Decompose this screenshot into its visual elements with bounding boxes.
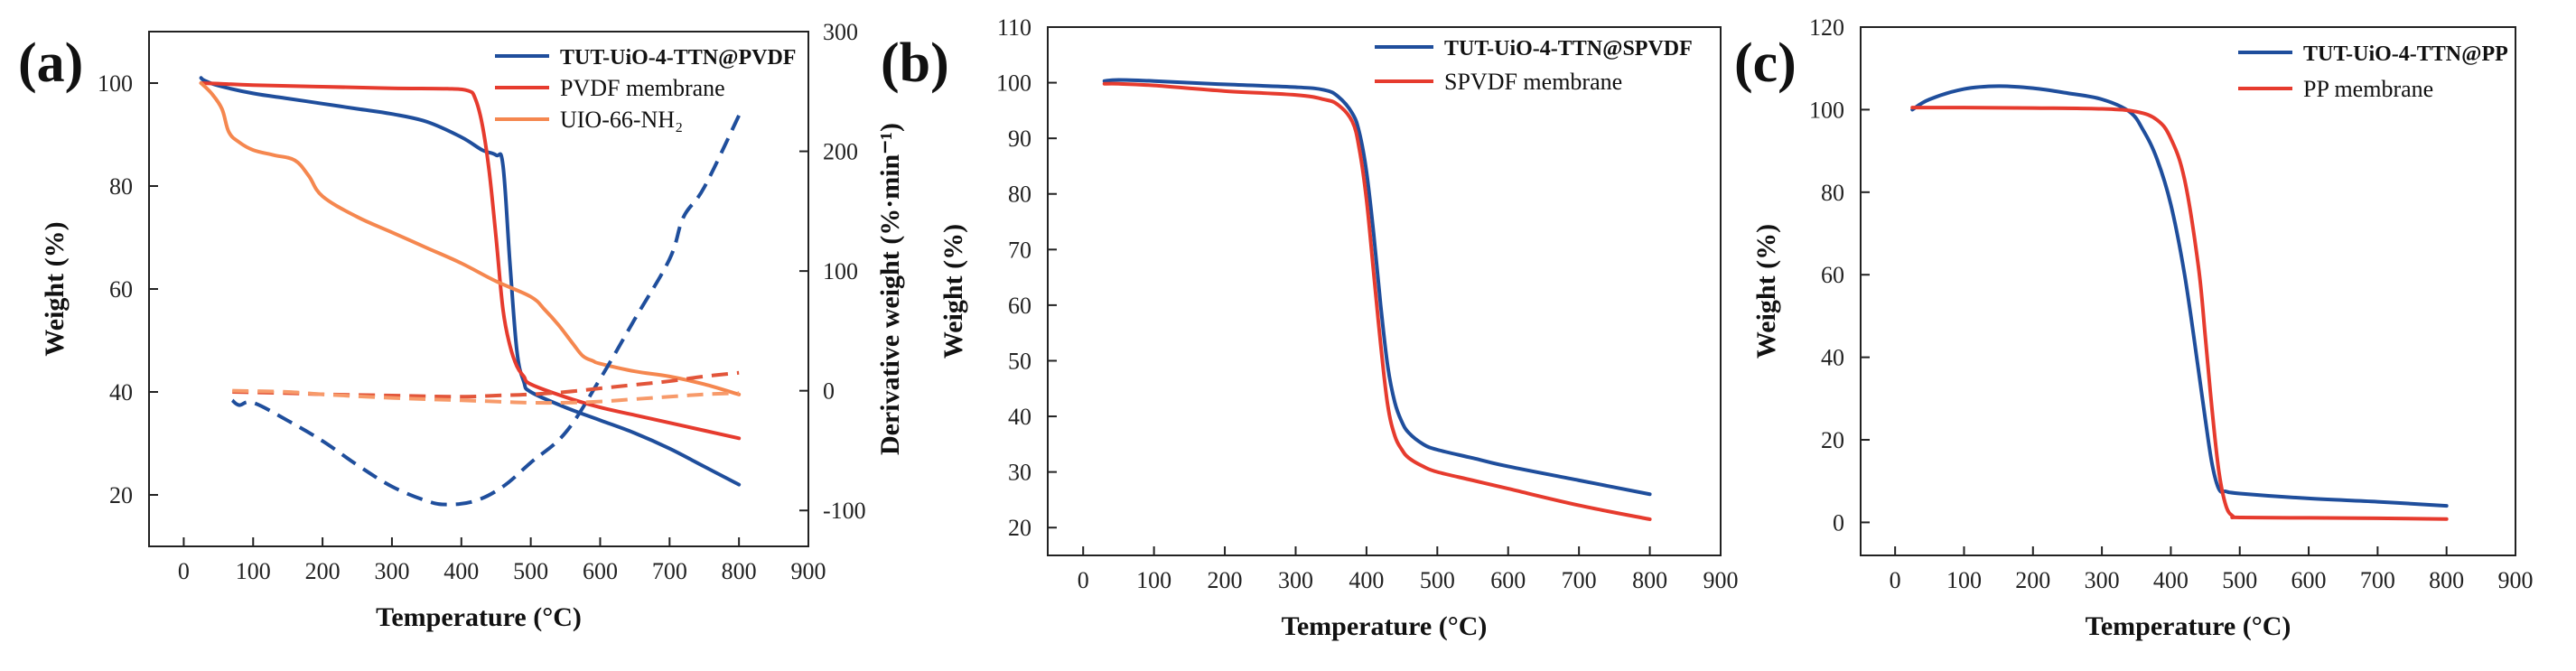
x-tick-label: 100 xyxy=(236,558,271,584)
y-tick-label: 0 xyxy=(1833,509,1844,536)
y2-axis-title: Derivative weight (%·min⁻¹) xyxy=(875,123,905,455)
x-tick-label: 800 xyxy=(722,558,757,584)
series-line-0 xyxy=(199,76,742,487)
plot-frame xyxy=(1047,26,1722,556)
x-tick-label: 900 xyxy=(1703,567,1739,593)
x-tick-label: 600 xyxy=(2291,567,2327,593)
y-tick-label: 80 xyxy=(1821,180,1844,206)
x-tick-label: 0 xyxy=(1890,567,1901,593)
y-tick-label: 100 xyxy=(1809,97,1844,123)
x-tick-label: 600 xyxy=(1490,567,1526,593)
series-line-3 xyxy=(230,114,741,507)
panel-label: (b) xyxy=(881,33,949,94)
y-tick-label: 30 xyxy=(1008,460,1031,486)
panel-a-chart: 0 100 200 300 400 500 600 700 800 900 20 40 60 80 100 -… xyxy=(18,19,905,632)
panel-c-chart: 0 100 200 300 400 500 600 700 800 900 0 20 40 60 80 100… xyxy=(1734,14,2534,641)
x-tick-label: 100 xyxy=(1136,567,1171,593)
series-line-1 xyxy=(199,81,742,441)
x-tick-label: 900 xyxy=(2498,567,2534,593)
y-tick-label: 40 xyxy=(109,379,133,405)
legend-label: PVDF membrane xyxy=(560,75,725,101)
x-tick-label: 200 xyxy=(2015,567,2050,593)
series-line-5 xyxy=(232,388,740,405)
plot-frame xyxy=(1860,26,2516,556)
y-tick-label: 20 xyxy=(1008,515,1031,541)
y2-tick-label: 0 xyxy=(823,378,835,405)
legend-label: SPVDF membrane xyxy=(1444,69,1622,95)
y-tick-label: 20 xyxy=(1821,427,1844,453)
y-tick-label: 80 xyxy=(1008,182,1031,208)
x-tick-label: 500 xyxy=(1420,567,1455,593)
x-tick-label: 400 xyxy=(443,558,479,584)
y-tick-label: 110 xyxy=(997,14,1031,41)
x-tick-label: 300 xyxy=(1278,567,1313,593)
y-tick-label: 70 xyxy=(1008,237,1031,263)
y2-tick-label: 200 xyxy=(823,139,858,165)
y-tick-label: 60 xyxy=(1008,293,1031,319)
series-line-1 xyxy=(1910,106,2449,521)
x-tick-label: 900 xyxy=(791,558,826,584)
x-tick-label: 600 xyxy=(583,558,618,584)
x-tick-label: 500 xyxy=(2222,567,2257,593)
y-tick-label: 40 xyxy=(1821,345,1844,371)
y-axis-title: Weight (%) xyxy=(40,221,70,356)
x-tick-label: 800 xyxy=(2429,567,2464,593)
y2-tick-label: -100 xyxy=(823,498,866,524)
y-tick-label: 50 xyxy=(1008,348,1031,374)
y-axis-title: Weight (%) xyxy=(1751,224,1781,359)
series-line-2 xyxy=(199,81,742,396)
x-tick-label: 700 xyxy=(652,558,687,584)
x-tick-label: 700 xyxy=(2360,567,2395,593)
y-tick-label: 60 xyxy=(109,276,133,303)
legend-label: TUT-UiO-4-TTN@PP xyxy=(2303,42,2508,66)
x-tick-label: 400 xyxy=(2153,567,2189,593)
x-tick-label: 300 xyxy=(374,558,409,584)
x-tick-label: 200 xyxy=(305,558,341,584)
y2-tick-label: 300 xyxy=(823,19,858,45)
x-tick-label: 200 xyxy=(1208,567,1243,593)
x-tick-label: 0 xyxy=(1078,567,1089,593)
legend-label: TUT-UiO-4-TTN@SPVDF xyxy=(1444,37,1693,61)
series-line-0 xyxy=(1102,78,1652,497)
legend-label: UIO-66-NH₂ xyxy=(560,107,683,133)
series-line-0 xyxy=(1910,84,2449,508)
x-tick-label: 500 xyxy=(513,558,548,584)
y-tick-label: 20 xyxy=(109,482,133,508)
x-tick-label: 800 xyxy=(1632,567,1667,593)
legend-label: PP membrane xyxy=(2303,76,2433,102)
legend-label: TUT-UiO-4-TTN@PVDF xyxy=(560,46,796,70)
panel-b-chart: 0 100 200 300 400 500 600 700 800 900 20 30 40 50 60 70… xyxy=(881,14,1739,641)
x-axis-title: Temperature (°C) xyxy=(2086,611,2291,641)
x-tick-label: 100 xyxy=(1946,567,1982,593)
panel-label: (a) xyxy=(18,33,83,94)
y-tick-label: 40 xyxy=(1008,404,1031,430)
x-axis-title: Temperature (°C) xyxy=(1282,611,1488,641)
y-axis-title: Weight (%) xyxy=(938,224,968,359)
y-tick-label: 120 xyxy=(1809,14,1844,41)
y-tick-label: 80 xyxy=(109,173,133,200)
y-tick-label: 60 xyxy=(1821,262,1844,288)
y-tick-label: 90 xyxy=(1008,126,1031,152)
x-axis-title: Temperature (°C) xyxy=(376,602,582,632)
panel-label: (c) xyxy=(1734,33,1797,94)
series-line-1 xyxy=(1102,81,1652,521)
y-tick-label: 100 xyxy=(996,70,1031,97)
x-tick-label: 700 xyxy=(1562,567,1597,593)
x-tick-label: 400 xyxy=(1349,567,1384,593)
x-tick-label: 0 xyxy=(178,558,190,584)
y-tick-label: 100 xyxy=(98,70,133,97)
y2-tick-label: 100 xyxy=(823,258,858,284)
x-tick-label: 300 xyxy=(2085,567,2120,593)
